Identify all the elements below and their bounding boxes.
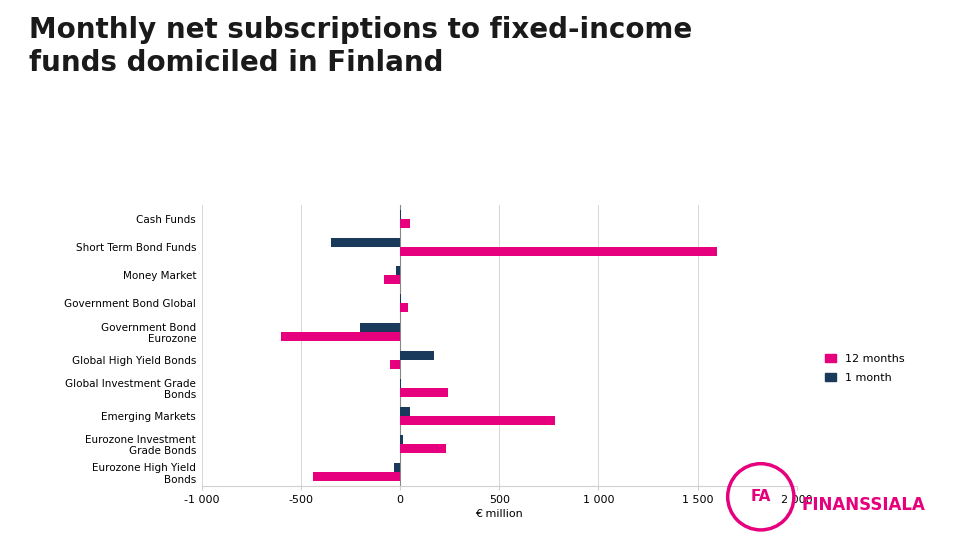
Bar (330, 238, 400, 247)
Bar (400, 294, 401, 303)
Text: FA: FA (751, 489, 771, 504)
Bar (390, 360, 400, 369)
Legend: 12 months, 1 month: 12 months, 1 month (820, 349, 909, 387)
Bar (400, 210, 401, 219)
Bar (400, 416, 555, 425)
Text: Monthly net subscriptions to fixed-income
funds domiciled in Finland: Monthly net subscriptions to fixed-incom… (29, 16, 692, 77)
Text: FINANSSIALA: FINANSSIALA (802, 496, 925, 514)
Bar (400, 379, 401, 388)
Bar (400, 435, 403, 444)
Bar (394, 463, 400, 472)
Bar (400, 407, 410, 416)
Bar (281, 332, 400, 341)
Bar (400, 303, 408, 313)
Bar (400, 444, 445, 453)
Bar (313, 472, 400, 481)
Bar (396, 266, 400, 275)
X-axis label: € million: € million (475, 509, 523, 519)
Bar (400, 219, 410, 228)
Bar (400, 388, 447, 397)
Bar (384, 275, 400, 285)
Bar (400, 350, 434, 360)
Bar (400, 247, 717, 256)
Bar (360, 322, 400, 332)
